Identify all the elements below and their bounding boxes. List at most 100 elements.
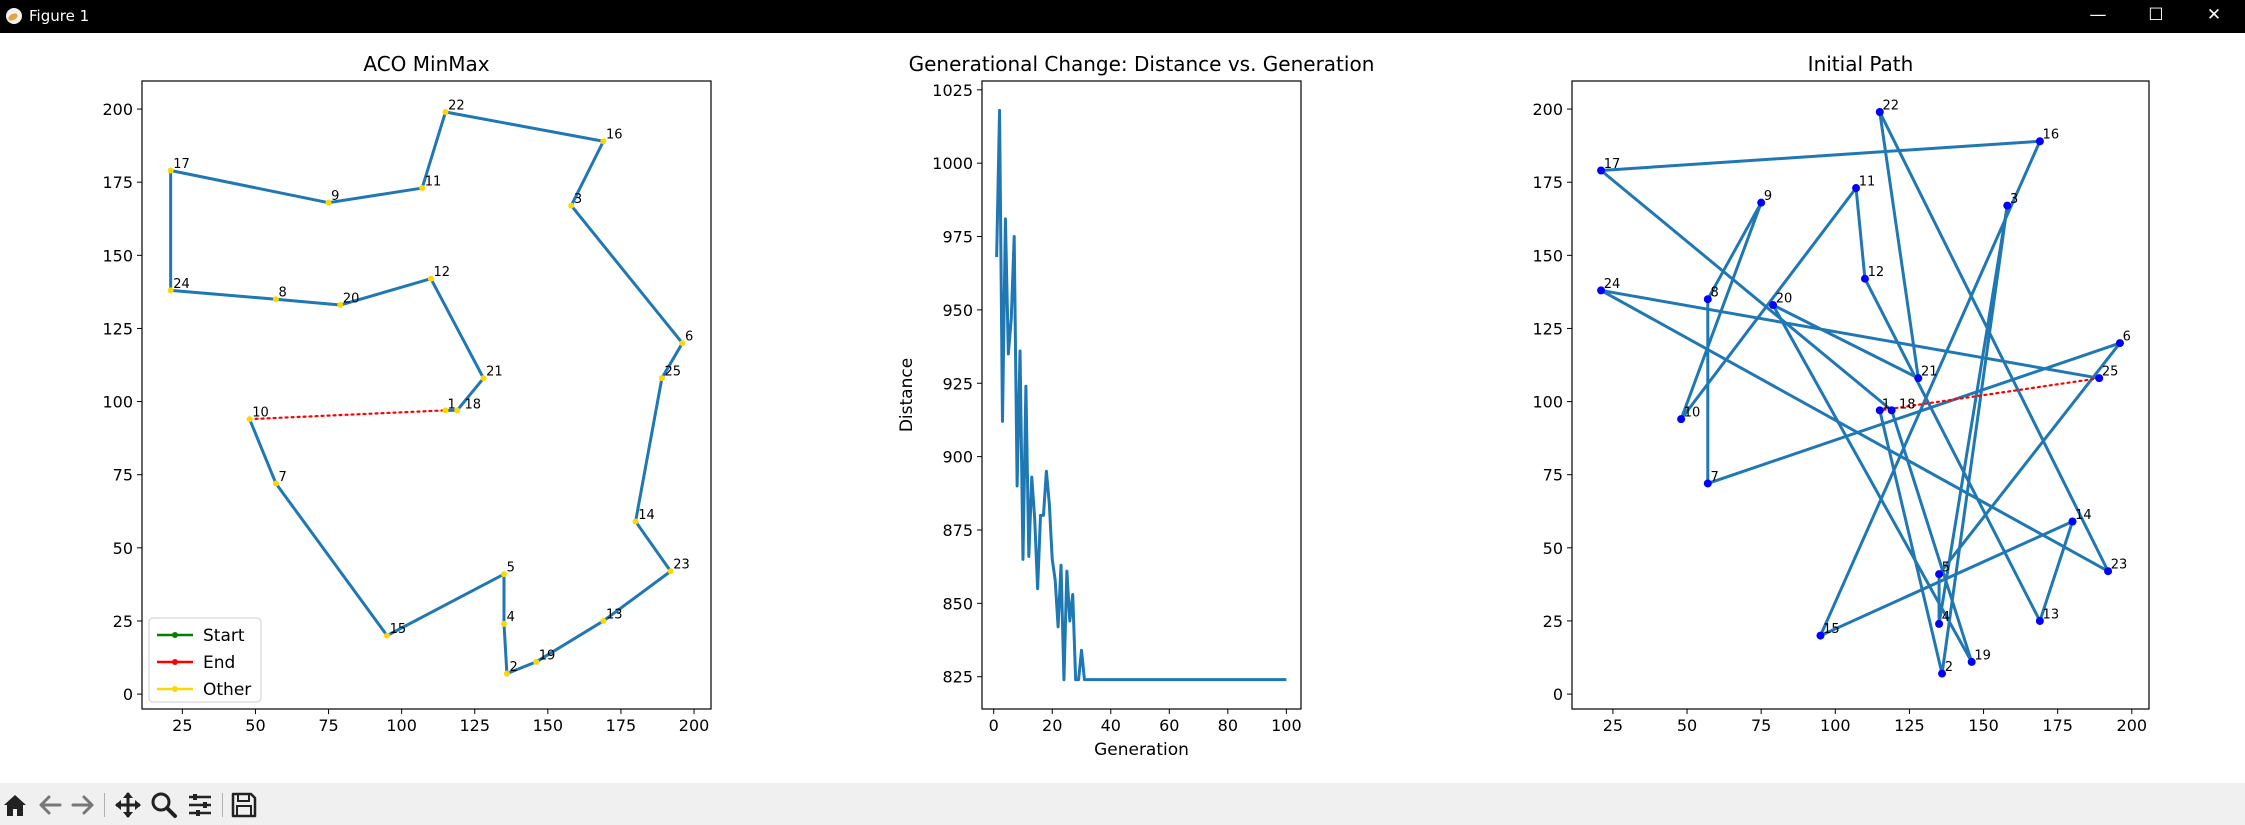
node-label: 19 [1974,648,1991,663]
node-label: 1 [1882,397,1890,412]
node-point [533,658,540,665]
node-point [658,375,665,382]
zoom-icon[interactable] [150,791,178,819]
node-label: 7 [1710,470,1718,485]
y-tick-label: 100 [102,393,133,412]
node-point [2068,517,2077,526]
axes-frame [1571,80,2150,710]
maximize-button[interactable]: ☐ [2148,5,2164,25]
y-tick-label: 200 [1532,100,1563,119]
chart-title: Generational Change: Distance vs. Genera… [909,52,1375,76]
x-tick-label: 75 [1751,716,1771,735]
distance-series-line [995,108,1287,682]
y-tick-label: 0 [1553,685,1563,704]
node-point [500,620,507,627]
node-label: 12 [434,265,451,280]
node-label: 13 [2043,607,2060,622]
toolbar-separator [104,793,105,817]
node-point [1935,619,1944,628]
x-tick-label: 125 [459,716,490,735]
node-label: 24 [1604,277,1621,292]
node-point [600,138,607,145]
node-point [442,407,449,414]
node-point [1597,286,1606,295]
configure-subplots-icon[interactable] [186,791,214,819]
node-point [1703,295,1712,304]
node-label: 5 [507,561,515,576]
home-icon[interactable] [1,791,29,819]
node-point [1938,669,1947,678]
chart-title: ACO MinMax [363,52,489,76]
node-point [1875,108,1884,117]
x-tick-label: 150 [1968,716,1999,735]
node-point [2003,201,2012,210]
node-label: 8 [279,286,287,301]
x-tick-label: 200 [679,716,710,735]
y-tick-label: 175 [102,173,133,192]
node-label: 20 [1776,291,1793,306]
node-point [1597,166,1606,175]
node-point [2104,567,2113,576]
node-label: 10 [252,405,269,420]
y-tick-label: 875 [942,521,973,540]
y-tick-label: 50 [113,539,133,558]
node-label: 10 [1684,405,1701,420]
y-tick-label: 25 [1543,612,1563,631]
node-point [427,275,434,282]
node-point [500,571,507,578]
node-label: 23 [2111,558,2128,573]
figure-svg: 25 50 75 100 125 150 175 2000255075100125150175… [102,52,2150,760]
x-tick-label: 25 [172,716,192,735]
node-label: 7 [279,470,287,485]
legend-marker [172,632,178,638]
node-label: 8 [1710,286,1718,301]
node-label: 9 [1764,189,1772,204]
forward-icon[interactable] [69,791,97,819]
node-point [600,617,607,624]
node-point [2115,339,2124,348]
node-point [1935,570,1944,579]
y-tick-label: 125 [102,319,133,338]
legend-label: Start [203,626,245,646]
y-tick-label: 975 [942,228,973,247]
node-label: 2 [1945,660,1953,675]
close-button[interactable]: ✕ [2206,5,2222,25]
node-label: 13 [606,607,623,622]
x-tick-label: 25 [1603,716,1623,735]
save-icon[interactable] [230,791,258,819]
x-tick-label: 100 [1820,716,1851,735]
node-label: 1 [448,397,456,412]
minimize-button[interactable]: — [2089,5,2107,25]
node-label: 9 [331,189,339,204]
x-tick-label: 175 [2042,716,2073,735]
node-label: 4 [1942,610,1950,625]
node-label: 21 [1921,365,1938,380]
node-point [679,340,686,347]
y-tick-label: 175 [1532,173,1563,192]
node-label: 18 [465,397,482,412]
node-point [1757,198,1766,207]
node-label: 25 [665,365,682,380]
x-tick-label: 60 [1159,716,1179,735]
back-icon[interactable] [36,791,64,819]
toolbar-separator [222,793,223,817]
plot-background [1572,81,2149,709]
pan-icon[interactable] [114,791,142,819]
y-tick-label: 825 [942,668,973,687]
node-label: 18 [1899,397,1916,412]
node-point [442,109,449,116]
node-point [1769,301,1778,310]
node-point [419,185,426,192]
node-point [632,518,639,525]
node-point [325,199,332,206]
node-label: 4 [507,610,515,625]
closing-edge-line [248,409,447,421]
y-tick-label: 950 [942,301,973,320]
node-label: 15 [1823,622,1840,637]
window-titlebar: Figure 1 — ☐ ✕ [0,0,2245,33]
node-label: 6 [685,329,693,344]
node-label: 17 [173,157,190,172]
legend-marker [172,686,178,692]
node-label: 21 [486,365,503,380]
navigation-toolbar [0,783,2245,825]
